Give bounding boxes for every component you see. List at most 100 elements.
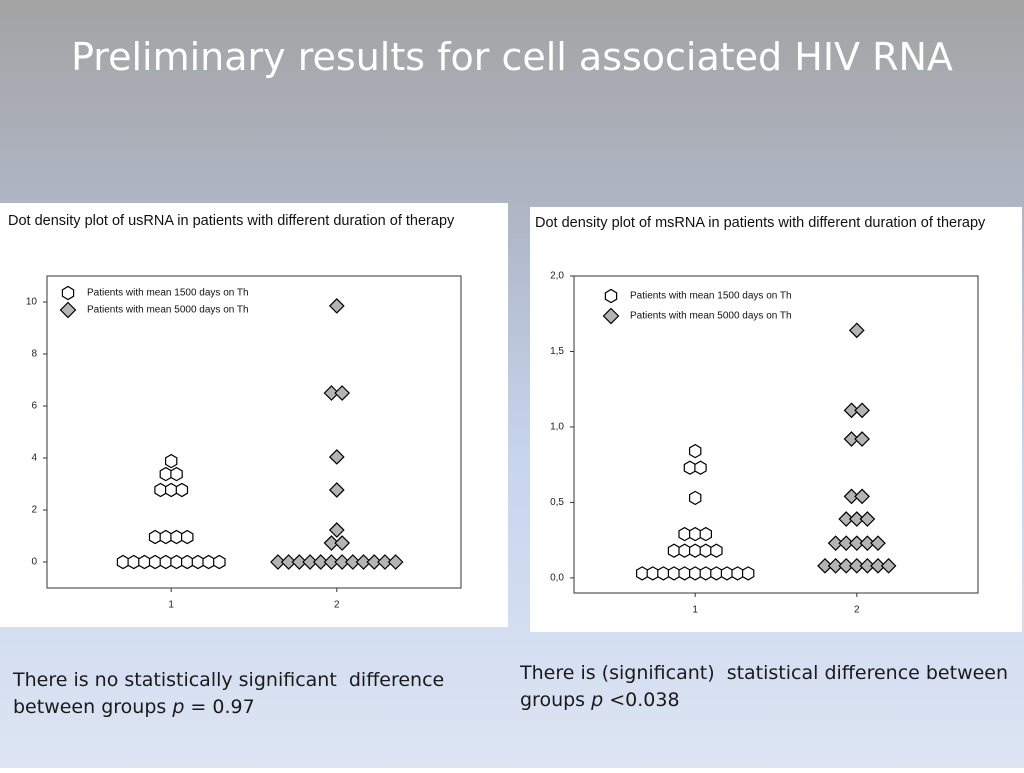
dot (345, 554, 361, 570)
dot (870, 535, 886, 552)
dot (334, 535, 350, 551)
dot (148, 554, 162, 570)
dot (165, 453, 178, 469)
dot (334, 385, 350, 401)
dot (170, 466, 183, 482)
y-tick-label: 0,5 (550, 497, 564, 508)
dot (387, 554, 404, 570)
dot (859, 511, 876, 527)
dot (683, 460, 697, 475)
legend-marker (602, 307, 620, 325)
y-tick-label: 6 (31, 401, 37, 412)
dot (699, 566, 713, 581)
dot (328, 298, 345, 314)
dot (127, 554, 140, 570)
legend-label: Patients with mean 1500 days on Th (87, 288, 249, 299)
dot (323, 385, 340, 401)
note: There is no statistically significant di… (12, 669, 444, 718)
dot (688, 543, 702, 558)
dot (202, 554, 215, 570)
legend-marker (59, 301, 77, 319)
x-tick-label: 1 (692, 605, 698, 616)
plot-frame (46, 275, 462, 589)
legend-marker (61, 285, 75, 301)
note-text: There is no statistically significant di… (12, 669, 444, 691)
x-tick-label: 2 (854, 605, 860, 616)
dot (138, 554, 151, 570)
dot (741, 566, 755, 581)
note-text: p (590, 689, 603, 711)
y-tick-label: 2,0 (550, 271, 564, 282)
dot (859, 557, 876, 574)
dot (827, 557, 844, 574)
dot (843, 402, 860, 419)
dot (159, 554, 173, 570)
dot (159, 466, 173, 482)
dot (838, 557, 855, 574)
chart-title: Dot density plot of msRNA in patients wi… (535, 215, 986, 231)
y-tick-label: 8 (31, 349, 37, 360)
legend-label: Patients with mean 1500 days on Th (630, 291, 792, 302)
dot (678, 526, 691, 542)
dot (731, 566, 744, 581)
dot (328, 449, 345, 465)
dot (646, 566, 660, 581)
dot (175, 482, 189, 498)
dot (843, 488, 860, 505)
dot (848, 511, 865, 527)
dot (328, 482, 345, 498)
dot (843, 431, 860, 447)
dot (291, 554, 308, 570)
y-tick-label: 1,5 (550, 346, 564, 357)
chart-panel (0, 203, 508, 627)
dot (678, 543, 691, 558)
dot (848, 535, 865, 552)
dot (678, 566, 691, 581)
dot (710, 543, 723, 558)
dot (848, 322, 865, 339)
dot (854, 402, 870, 419)
dot (270, 554, 286, 570)
dot (181, 554, 194, 570)
x-tick-label: 1 (168, 600, 174, 611)
slide-title: Preliminary results for cell associated … (71, 35, 953, 79)
y-tick-label: 0,0 (550, 573, 564, 584)
dot (688, 526, 702, 542)
dot (720, 566, 734, 581)
legend-label: Patients with mean 5000 days on Th (87, 305, 249, 316)
legend-label: Patients with mean 5000 days on Th (630, 311, 792, 322)
chart-panel (530, 207, 1022, 632)
dot (377, 554, 393, 570)
dot (854, 431, 870, 447)
dot (657, 566, 670, 581)
dot (870, 557, 886, 574)
dot (848, 557, 865, 574)
dot (827, 535, 844, 552)
note: There is (significant) statistical diffe… (519, 662, 1008, 711)
dot (328, 522, 345, 538)
dot (302, 554, 318, 570)
y-tick-label: 1,0 (550, 422, 564, 433)
dot (159, 529, 173, 545)
note-text: = 0.97 (184, 696, 254, 718)
dot (213, 554, 226, 570)
dot (323, 535, 340, 551)
y-tick-label: 10 (26, 297, 38, 308)
x-tick-label: 2 (334, 600, 340, 611)
dot (667, 566, 681, 581)
note-text: p (171, 696, 184, 718)
dot (116, 554, 130, 570)
dot (880, 557, 897, 574)
dot (181, 529, 194, 545)
dot (366, 554, 383, 570)
dot (710, 566, 723, 581)
dot (635, 566, 649, 581)
dot (688, 490, 702, 506)
dot (817, 557, 833, 574)
dot (838, 511, 855, 527)
dot (859, 535, 876, 552)
dot (667, 543, 681, 558)
dot (334, 554, 350, 570)
